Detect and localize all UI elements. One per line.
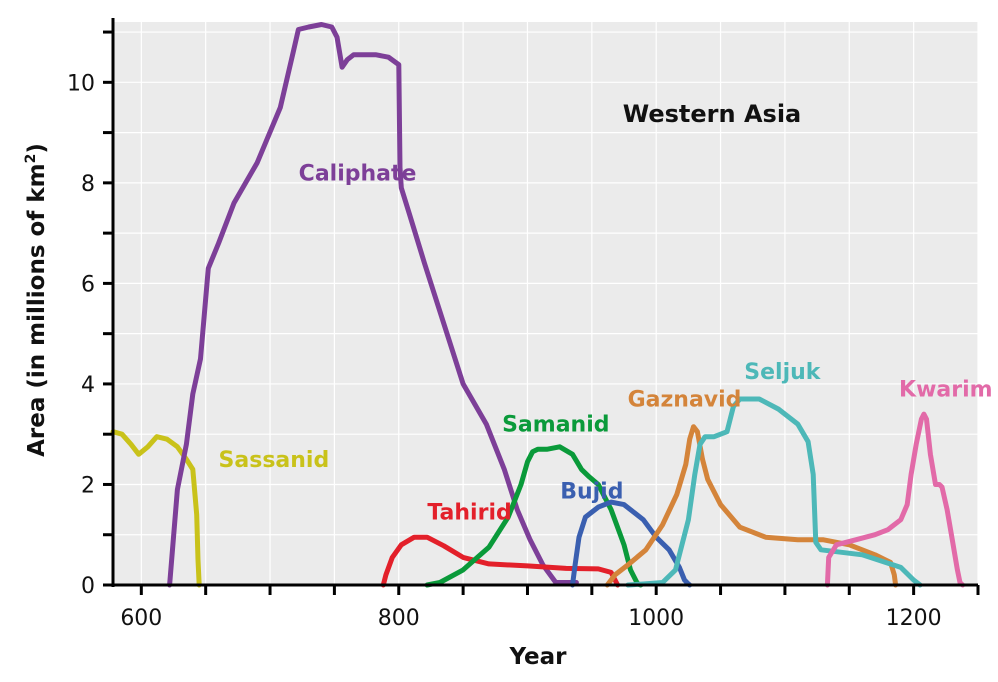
y-axis-title-main: Area (in millions of km <box>24 163 50 457</box>
y-tick-label: 10 <box>67 71 95 96</box>
series-label-kwarim: Kwarim <box>899 377 993 402</box>
series-label-gaznavid: Gaznavid <box>628 388 742 413</box>
chart-title: Western Asia <box>623 100 802 128</box>
plot-area <box>113 22 978 585</box>
y-tick-label: 8 <box>81 172 95 197</box>
y-tick-label: 2 <box>81 473 95 498</box>
x-axis-title: Year <box>508 644 567 670</box>
series-label-bujid: Bujid <box>560 480 623 505</box>
series-line-tahirid <box>380 534 621 588</box>
series-labels: Caliphate Sassanid Tahirid Samanid Bujid Gazn… <box>219 161 993 525</box>
y-tick-label: 4 <box>81 373 95 398</box>
series-label-samanid: Samanid <box>502 413 609 438</box>
series-line-bujid <box>570 499 693 588</box>
series-line-kwarim <box>824 411 966 588</box>
y-axis-title: Area (in millions of km2) <box>23 143 50 457</box>
series-label-seljuk: Seljuk <box>744 360 822 385</box>
y-axis-title-superscript: 2 <box>23 154 39 164</box>
gridlines <box>113 22 979 586</box>
x-tick-label: 800 <box>378 606 420 631</box>
series-label-tahirid: Tahirid <box>427 501 511 526</box>
x-tick-label: 600 <box>120 606 162 631</box>
series-label-caliphate: Caliphate <box>299 161 417 186</box>
series-label-sassanid: Sassanid <box>219 448 330 473</box>
x-tick-label: 1200 <box>886 606 942 631</box>
series-layer <box>110 22 966 588</box>
y-axis-title-close: ) <box>24 143 50 154</box>
series-line-sassanid <box>110 429 202 588</box>
y-tick-label: 0 <box>81 574 95 599</box>
x-tick-label: 1000 <box>628 606 684 631</box>
series-line-caliphate <box>167 22 579 588</box>
y-tick-label: 6 <box>81 272 95 297</box>
series-line-gaznavid <box>604 424 899 588</box>
axes: 600 800 1000 1200 0 2 4 6 8 10 <box>67 18 980 631</box>
